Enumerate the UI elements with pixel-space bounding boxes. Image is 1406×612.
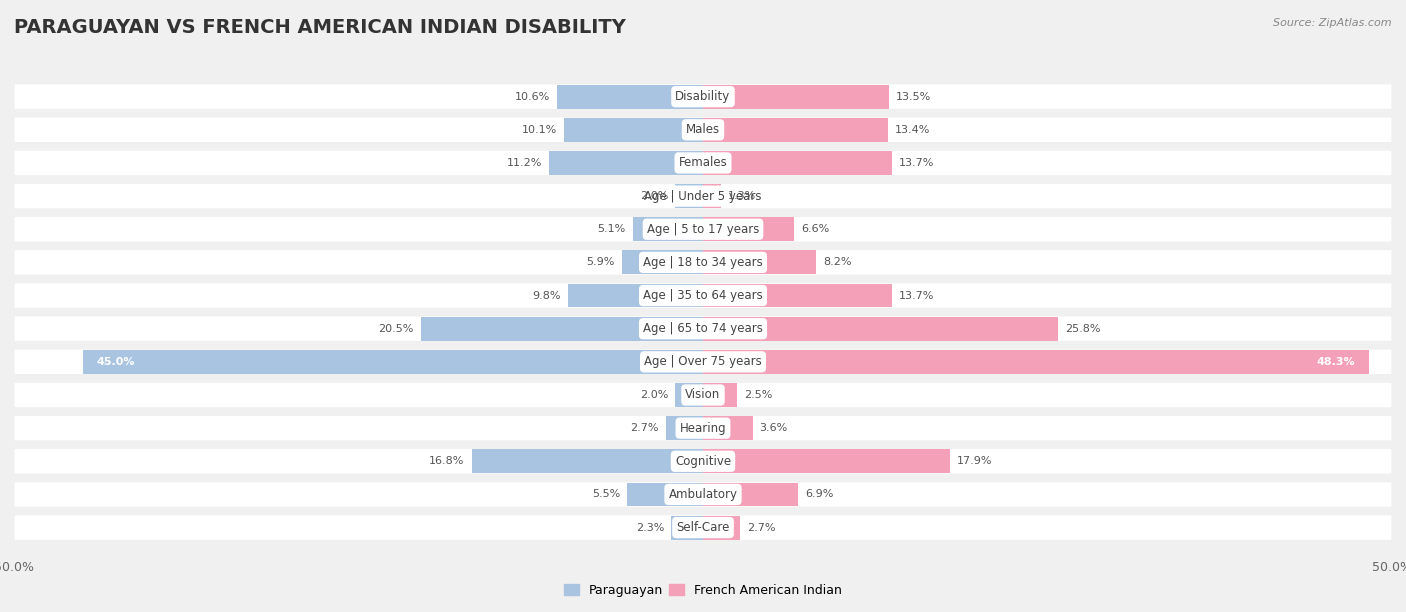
FancyBboxPatch shape <box>14 216 1392 242</box>
Text: Males: Males <box>686 123 720 136</box>
Bar <box>666 416 703 440</box>
Text: Source: ZipAtlas.com: Source: ZipAtlas.com <box>1274 18 1392 28</box>
Text: Age | 65 to 74 years: Age | 65 to 74 years <box>643 322 763 335</box>
Text: 17.9%: 17.9% <box>956 457 993 466</box>
Text: 2.0%: 2.0% <box>640 191 669 201</box>
Text: 11.2%: 11.2% <box>506 158 541 168</box>
Bar <box>568 283 703 307</box>
Text: Vision: Vision <box>685 389 721 401</box>
Text: 13.5%: 13.5% <box>896 92 931 102</box>
Text: 1.3%: 1.3% <box>728 191 756 201</box>
Text: Hearing: Hearing <box>679 422 727 435</box>
Bar <box>548 151 703 175</box>
Bar <box>703 449 949 473</box>
FancyBboxPatch shape <box>14 449 1392 474</box>
Text: 5.1%: 5.1% <box>598 224 626 234</box>
Text: Females: Females <box>679 157 727 170</box>
Bar <box>703 350 1368 374</box>
Text: 48.3%: 48.3% <box>1316 357 1355 367</box>
FancyBboxPatch shape <box>14 117 1392 143</box>
Legend: Paraguayan, French American Indian: Paraguayan, French American Indian <box>558 579 848 602</box>
Text: Disability: Disability <box>675 90 731 103</box>
Text: 13.7%: 13.7% <box>898 158 934 168</box>
FancyBboxPatch shape <box>14 515 1392 540</box>
Text: 6.6%: 6.6% <box>801 224 830 234</box>
Bar <box>703 416 752 440</box>
Text: Age | 35 to 64 years: Age | 35 to 64 years <box>643 289 763 302</box>
Text: Cognitive: Cognitive <box>675 455 731 468</box>
Bar <box>703 184 721 208</box>
Text: 20.5%: 20.5% <box>378 324 413 334</box>
Bar <box>633 217 703 241</box>
Bar <box>703 516 740 540</box>
FancyBboxPatch shape <box>14 349 1392 375</box>
Bar <box>83 350 703 374</box>
FancyBboxPatch shape <box>14 84 1392 110</box>
Bar <box>627 482 703 506</box>
Bar <box>703 118 887 142</box>
Bar <box>703 383 738 407</box>
FancyBboxPatch shape <box>14 316 1392 341</box>
Text: PARAGUAYAN VS FRENCH AMERICAN INDIAN DISABILITY: PARAGUAYAN VS FRENCH AMERICAN INDIAN DIS… <box>14 18 626 37</box>
Text: Age | 5 to 17 years: Age | 5 to 17 years <box>647 223 759 236</box>
Text: 9.8%: 9.8% <box>533 291 561 300</box>
Text: 5.9%: 5.9% <box>586 258 614 267</box>
Bar <box>703 217 794 241</box>
Text: Ambulatory: Ambulatory <box>668 488 738 501</box>
Text: Age | Under 5 years: Age | Under 5 years <box>644 190 762 203</box>
Text: 5.5%: 5.5% <box>592 490 620 499</box>
FancyBboxPatch shape <box>14 482 1392 507</box>
Bar <box>703 151 891 175</box>
FancyBboxPatch shape <box>14 382 1392 408</box>
Bar <box>471 449 703 473</box>
Text: 16.8%: 16.8% <box>429 457 464 466</box>
Text: 2.0%: 2.0% <box>640 390 669 400</box>
Bar <box>703 250 815 274</box>
FancyBboxPatch shape <box>14 250 1392 275</box>
Bar <box>564 118 703 142</box>
Text: 13.7%: 13.7% <box>898 291 934 300</box>
Bar <box>703 84 889 108</box>
Text: 2.5%: 2.5% <box>744 390 773 400</box>
Text: 25.8%: 25.8% <box>1066 324 1101 334</box>
Bar <box>621 250 703 274</box>
Text: 10.1%: 10.1% <box>522 125 557 135</box>
Bar <box>557 84 703 108</box>
Bar <box>703 482 799 506</box>
Text: 10.6%: 10.6% <box>515 92 550 102</box>
Text: Age | 18 to 34 years: Age | 18 to 34 years <box>643 256 763 269</box>
Text: Self-Care: Self-Care <box>676 521 730 534</box>
Text: 3.6%: 3.6% <box>759 423 787 433</box>
Text: 13.4%: 13.4% <box>894 125 929 135</box>
Text: 8.2%: 8.2% <box>823 258 852 267</box>
Text: 2.7%: 2.7% <box>747 523 776 532</box>
Bar <box>420 317 703 341</box>
FancyBboxPatch shape <box>14 183 1392 209</box>
FancyBboxPatch shape <box>14 415 1392 441</box>
Text: 6.9%: 6.9% <box>806 490 834 499</box>
Bar <box>671 516 703 540</box>
FancyBboxPatch shape <box>14 283 1392 308</box>
Text: Age | Over 75 years: Age | Over 75 years <box>644 356 762 368</box>
FancyBboxPatch shape <box>14 150 1392 176</box>
Text: 2.3%: 2.3% <box>636 523 665 532</box>
Bar <box>703 283 891 307</box>
Bar <box>675 184 703 208</box>
Text: 2.7%: 2.7% <box>630 423 659 433</box>
Bar <box>703 317 1059 341</box>
Text: 45.0%: 45.0% <box>97 357 135 367</box>
Bar <box>675 383 703 407</box>
